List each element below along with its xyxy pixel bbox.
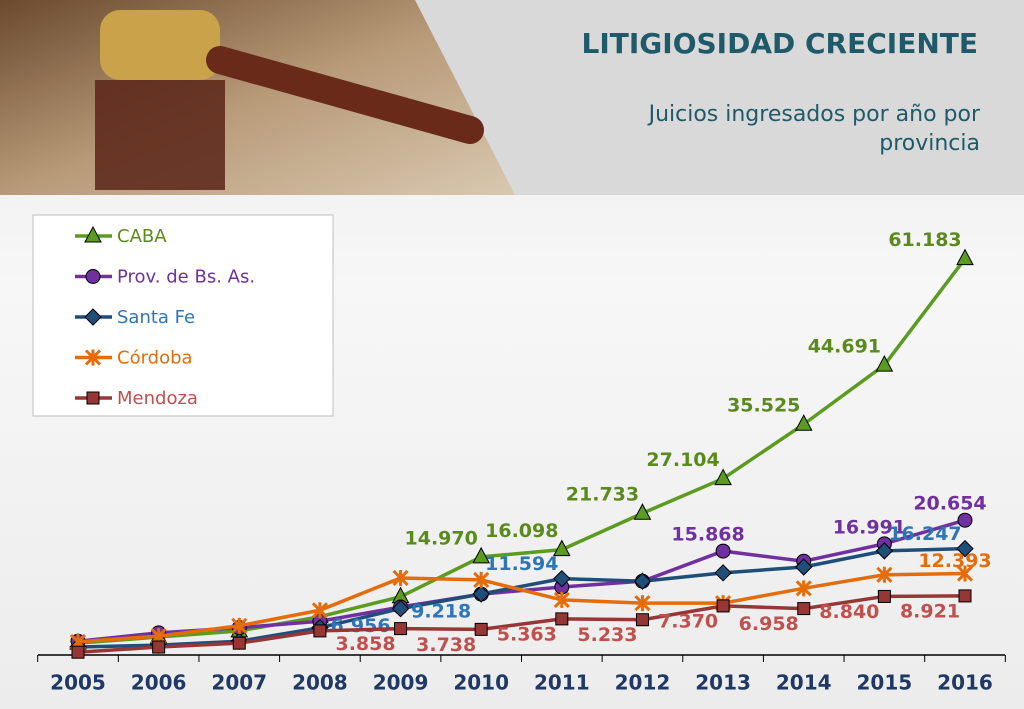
data-label: 12.393 [918, 550, 991, 572]
x-tick-label: 2015 [857, 671, 913, 695]
marker [957, 512, 973, 528]
marker [553, 569, 571, 588]
data-label: 20.654 [913, 493, 986, 515]
series-line [77, 257, 967, 645]
data-label: 8.921 [900, 600, 960, 622]
marker [472, 546, 491, 564]
marker [152, 640, 166, 654]
data-label: 9.218 [411, 601, 471, 623]
marker [71, 645, 85, 659]
marker [231, 617, 248, 634]
data-label: 16.991 [833, 516, 906, 538]
marker [956, 539, 974, 558]
gavel-handle [206, 46, 484, 144]
legend-label: Mendoza [117, 388, 198, 409]
marker [714, 564, 732, 582]
data-label: 35.525 [727, 395, 800, 417]
legend-marker [84, 308, 102, 326]
series-line [77, 546, 966, 649]
data-label: 11.594 [485, 553, 558, 575]
x-tick-label: 2010 [453, 671, 509, 695]
marker [635, 613, 649, 627]
title: LITIGIOSIDAD CRECIENTE [582, 27, 978, 60]
x-tick-label: 2012 [615, 671, 671, 695]
series-line [77, 571, 966, 644]
data-label: 44.691 [808, 336, 881, 358]
x-tick-label: 2014 [776, 671, 832, 695]
x-tick-label: 2016 [937, 671, 993, 695]
marker [795, 558, 813, 576]
marker [956, 248, 974, 266]
data-label: 5.233 [577, 624, 637, 646]
subtitle: Juicios ingresados por año por provincia [648, 102, 980, 156]
marker [553, 591, 570, 608]
data-label: 3.858 [335, 633, 395, 655]
marker [797, 602, 811, 616]
data-label: 16.098 [485, 520, 558, 542]
x-tick-label: 2007 [211, 671, 267, 695]
x-tick-label: 2008 [292, 671, 348, 695]
legend-label: Córdoba [117, 348, 193, 369]
marker [394, 622, 408, 636]
legend-marker [84, 225, 102, 243]
data-label: 6.958 [739, 613, 799, 635]
marker [794, 414, 813, 431]
subtitle-box: Juicios ingresados por año por provincia [648, 102, 980, 156]
gavel-base [95, 80, 225, 190]
marker [633, 503, 652, 520]
marker [715, 543, 731, 559]
legend-label: CABA [117, 226, 167, 247]
marker [714, 468, 732, 486]
x-tick-label: 2013 [695, 671, 751, 695]
series-line [77, 594, 966, 654]
marker [311, 602, 328, 619]
legend-marker [85, 269, 101, 284]
legend-label: Prov. de Bs. As. [117, 267, 255, 288]
marker [716, 599, 730, 613]
marker [232, 636, 246, 650]
legend-marker [84, 349, 102, 366]
marker [474, 622, 488, 636]
marker [313, 624, 327, 638]
marker [958, 589, 972, 603]
gavel-head [100, 10, 220, 80]
legend-label: Santa Fe [117, 307, 195, 328]
data-label: 5.363 [497, 623, 557, 645]
data-label: 21.733 [566, 484, 639, 506]
marker [473, 571, 490, 588]
marker [795, 580, 812, 597]
data-label: 27.104 [646, 449, 719, 471]
marker [391, 599, 410, 618]
data-label: 15.868 [671, 524, 744, 546]
marker [634, 595, 651, 612]
marker [877, 589, 891, 603]
x-tick-label: 2011 [534, 671, 590, 695]
data-label: 16.247 [888, 523, 961, 545]
data-label: 7.370 [658, 610, 718, 632]
marker [633, 572, 652, 590]
marker [956, 565, 974, 582]
data-label: 61.183 [888, 229, 961, 251]
data-label: 3.738 [416, 634, 476, 656]
marker [875, 355, 894, 372]
marker [876, 566, 893, 583]
x-tick-label: 2009 [373, 671, 429, 695]
marker [552, 539, 571, 557]
marker [555, 612, 569, 626]
x-tick-label: 2005 [50, 671, 106, 695]
data-label: 8.840 [819, 601, 879, 623]
marker [875, 542, 894, 560]
legend-marker [86, 391, 100, 405]
marker [392, 569, 409, 587]
marker [472, 585, 490, 603]
x-tick-label: 2006 [131, 671, 187, 695]
data-label: 14.970 [405, 527, 478, 549]
